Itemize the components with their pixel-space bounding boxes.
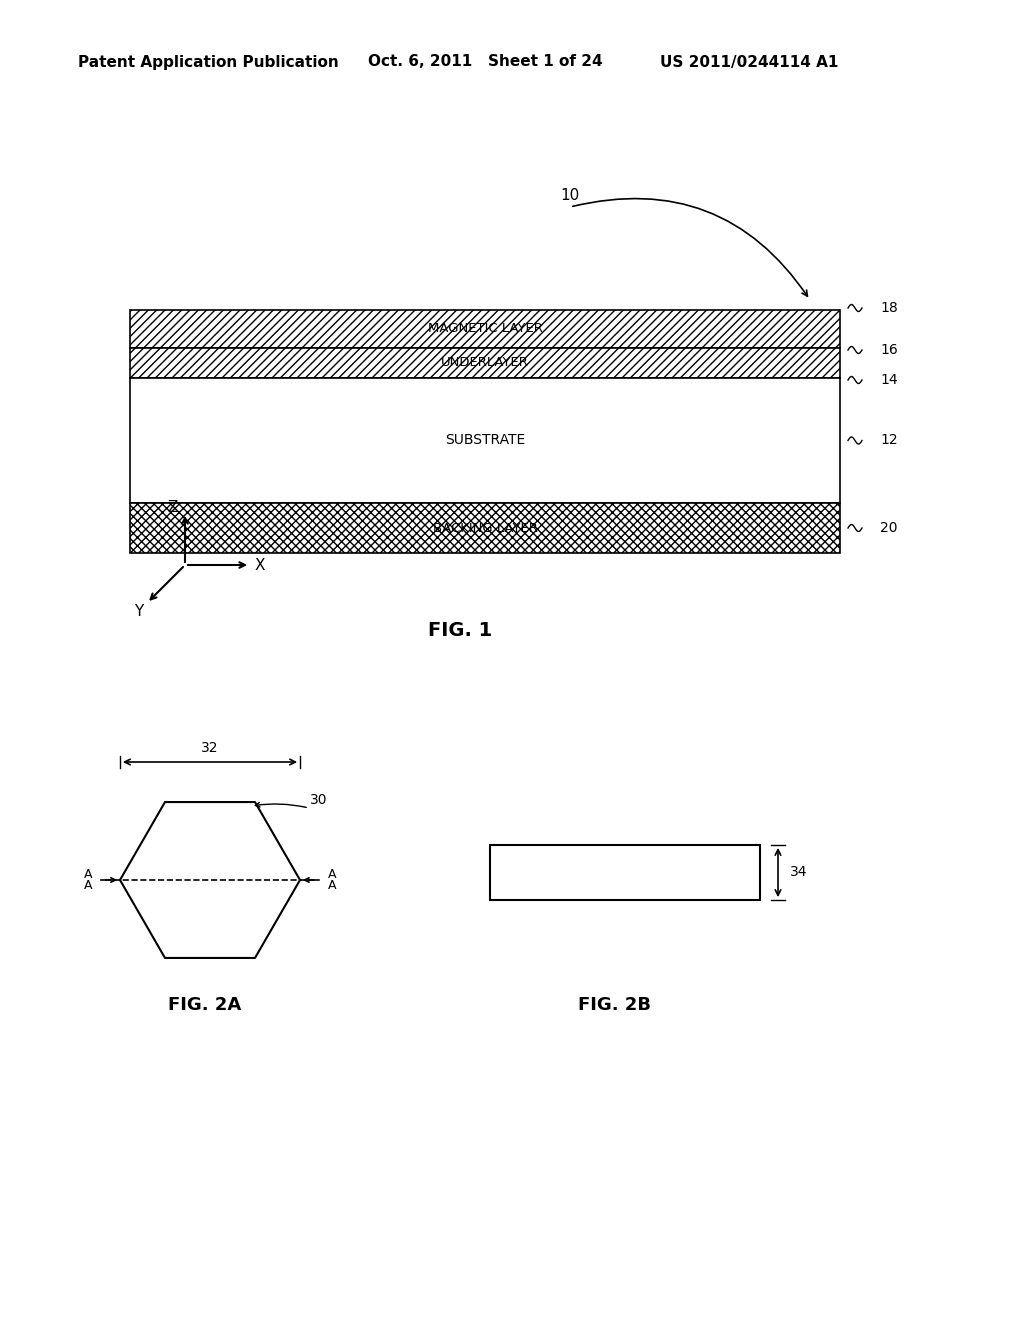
FancyArrowPatch shape [572, 198, 807, 296]
Text: 14: 14 [880, 374, 898, 387]
Text: Sheet 1 of 24: Sheet 1 of 24 [488, 54, 603, 70]
Bar [130, 503, 840, 553]
Text: Patent Application Publication: Patent Application Publication [78, 54, 339, 70]
Text: 16: 16 [880, 343, 898, 356]
FancyArrowPatch shape [255, 803, 306, 808]
Text: SUBSTRATE: SUBSTRATE [444, 433, 525, 447]
Text: 20: 20 [880, 521, 897, 535]
Text: 12: 12 [880, 433, 898, 447]
Text: 32: 32 [202, 741, 219, 755]
Text: MAGNETIC LAYER: MAGNETIC LAYER [428, 322, 543, 335]
Text: BACKING LAYER: BACKING LAYER [432, 521, 538, 535]
Text: A: A [328, 869, 336, 880]
Text: Y: Y [134, 603, 143, 619]
Text: FIG. 2B: FIG. 2B [579, 997, 651, 1014]
Bar [130, 378, 840, 503]
Bar [130, 348, 840, 378]
Text: A: A [84, 879, 92, 892]
Text: Z: Z [168, 500, 178, 516]
Text: A: A [328, 879, 336, 892]
Text: 18: 18 [880, 301, 898, 315]
Text: FIG. 1: FIG. 1 [428, 620, 493, 639]
Text: 10: 10 [560, 187, 580, 202]
Bar [490, 845, 760, 900]
Text: US 2011/0244114 A1: US 2011/0244114 A1 [660, 54, 839, 70]
Text: A: A [84, 869, 92, 880]
Bar [130, 310, 840, 348]
Text: 30: 30 [310, 793, 328, 807]
Text: FIG. 2A: FIG. 2A [168, 997, 242, 1014]
Text: X: X [255, 557, 265, 573]
Text: Oct. 6, 2011: Oct. 6, 2011 [368, 54, 472, 70]
Text: 34: 34 [790, 866, 808, 879]
Text: UNDERLAYER: UNDERLAYER [441, 356, 529, 370]
